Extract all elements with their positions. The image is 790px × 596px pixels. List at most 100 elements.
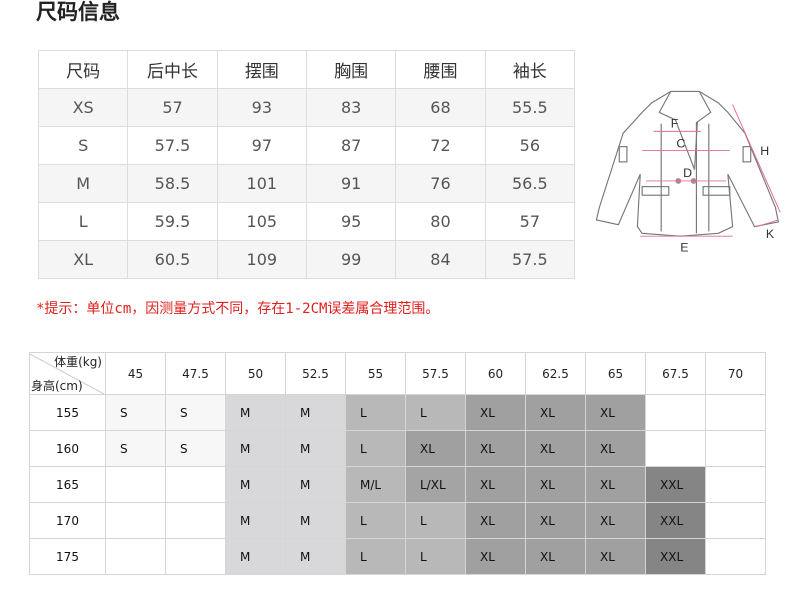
size-cell: L bbox=[405, 502, 466, 539]
size-cell: XL bbox=[465, 430, 526, 467]
size-cell bbox=[705, 466, 766, 503]
size-cell: S bbox=[105, 394, 166, 431]
size-cell: L bbox=[345, 394, 406, 431]
table-cell: 59.5 bbox=[127, 202, 218, 241]
size-cell: XL bbox=[585, 430, 646, 467]
size-cell bbox=[705, 538, 766, 575]
table-cell: 99 bbox=[305, 240, 397, 279]
size-cell: XL bbox=[585, 502, 646, 539]
table-row: S 57.5 97 87 72 56 bbox=[37, 126, 576, 165]
table-cell: S bbox=[37, 126, 129, 165]
size-cell bbox=[645, 394, 706, 431]
column-header: 胸围 bbox=[305, 50, 397, 89]
height-cell: 155 bbox=[29, 394, 106, 431]
size-cell: XXL bbox=[645, 502, 706, 539]
size-cell: XL bbox=[525, 394, 586, 431]
size-cell: M bbox=[285, 394, 346, 431]
table-cell: 56 bbox=[484, 126, 576, 165]
table-row: 160 S S M M L XL XL XL XL bbox=[29, 430, 766, 467]
size-cell: S bbox=[165, 430, 226, 467]
size-cell bbox=[165, 502, 226, 539]
size-cell: S bbox=[165, 394, 226, 431]
column-header: 腰围 bbox=[395, 50, 486, 89]
weight-header: 70 bbox=[705, 352, 766, 395]
size-table-header: 尺码 后中长 摆围 胸围 腰围 袖长 bbox=[37, 50, 576, 89]
table-row: 175 M M L L XL XL XL XXL bbox=[29, 538, 766, 575]
size-cell: XL bbox=[465, 538, 526, 575]
size-cell: XL bbox=[405, 430, 466, 467]
table-cell: 93 bbox=[216, 88, 307, 127]
jacket-measurement-diagram: F C D H K E bbox=[595, 90, 781, 254]
size-cell: XL bbox=[525, 538, 586, 575]
label-f: F bbox=[671, 117, 679, 131]
table-row: 170 M M L L XL XL XL XXL bbox=[29, 502, 766, 539]
size-cell bbox=[105, 502, 166, 539]
table-cell: 87 bbox=[305, 126, 397, 165]
size-cell: XL bbox=[465, 394, 526, 431]
table-cell: 80 bbox=[395, 202, 486, 241]
table-cell: 55.5 bbox=[484, 88, 576, 127]
size-cell: M bbox=[285, 502, 346, 539]
size-cell: M bbox=[225, 502, 286, 539]
weight-header: 55 bbox=[345, 352, 406, 395]
table-cell: 57.5 bbox=[127, 126, 218, 165]
height-cell: 165 bbox=[29, 466, 106, 503]
column-header: 袖长 bbox=[484, 50, 576, 89]
table-cell: 97 bbox=[216, 126, 307, 165]
size-cell: XL bbox=[525, 466, 586, 503]
size-cell bbox=[105, 538, 166, 575]
size-cell: XXL bbox=[645, 466, 706, 503]
size-cell: M bbox=[285, 430, 346, 467]
weight-header: 52.5 bbox=[285, 352, 346, 395]
label-h: H bbox=[760, 144, 769, 158]
size-cell: XL bbox=[585, 394, 646, 431]
weight-header: 67.5 bbox=[645, 352, 706, 395]
weight-header: 50 bbox=[225, 352, 286, 395]
size-cell: M bbox=[225, 466, 286, 503]
size-recommendation-table: 体重(kg) 身高(cm) 45 47.5 50 52.5 55 57.5 60 62.5 65 67… bbox=[29, 352, 766, 575]
size-cell: L bbox=[345, 430, 406, 467]
height-cell: 170 bbox=[29, 502, 106, 539]
table-cell: 95 bbox=[305, 202, 397, 241]
size-cell bbox=[645, 430, 706, 467]
table-cell: 83 bbox=[305, 88, 397, 127]
section-title: 尺码信息 bbox=[36, 0, 120, 24]
table-row: 155 S S M M L L XL XL XL bbox=[29, 394, 766, 431]
size-cell: M bbox=[225, 538, 286, 575]
size-cell bbox=[705, 430, 766, 467]
height-cell: 175 bbox=[29, 538, 106, 575]
label-c: C bbox=[676, 137, 685, 151]
size-cell: M bbox=[285, 466, 346, 503]
size-cell: M/L bbox=[345, 466, 406, 503]
table-cell: 72 bbox=[395, 126, 486, 165]
size-cell: XL bbox=[465, 466, 526, 503]
table-cell: 91 bbox=[305, 164, 397, 203]
table-cell: 57.5 bbox=[484, 240, 576, 279]
height-label: 身高(cm) bbox=[31, 378, 83, 393]
table-cell: XS bbox=[37, 88, 129, 127]
table-cell: 60.5 bbox=[127, 240, 218, 279]
table-cell: 58.5 bbox=[127, 164, 218, 203]
table-cell: 56.5 bbox=[484, 164, 576, 203]
size-cell: XL bbox=[465, 502, 526, 539]
table-cell: 76 bbox=[395, 164, 486, 203]
table-row: L 59.5 105 95 80 57 bbox=[37, 202, 576, 241]
column-header: 后中长 bbox=[127, 50, 218, 89]
table-row: XL 60.5 109 99 84 57.5 bbox=[37, 240, 576, 279]
size-cell bbox=[705, 394, 766, 431]
table-cell: L bbox=[37, 202, 129, 241]
table-cell: 57 bbox=[484, 202, 576, 241]
weight-header: 62.5 bbox=[525, 352, 586, 395]
size-cell: L bbox=[345, 538, 406, 575]
size-cell: XL bbox=[525, 502, 586, 539]
weight-header: 57.5 bbox=[405, 352, 466, 395]
size-table: 尺码 后中长 摆围 胸围 腰围 袖长 XS 57 93 83 68 55.5 S 57.5 97 87 72 56… bbox=[37, 50, 576, 279]
size-cell: XXL bbox=[645, 538, 706, 575]
size-cell: XL bbox=[585, 466, 646, 503]
size-cell: M bbox=[285, 538, 346, 575]
table-row: M 58.5 101 91 76 56.5 bbox=[37, 164, 576, 203]
size-cell: XL bbox=[525, 430, 586, 467]
table-cell: 57 bbox=[127, 88, 218, 127]
table-cell: M bbox=[37, 164, 129, 203]
size-cell bbox=[165, 466, 226, 503]
